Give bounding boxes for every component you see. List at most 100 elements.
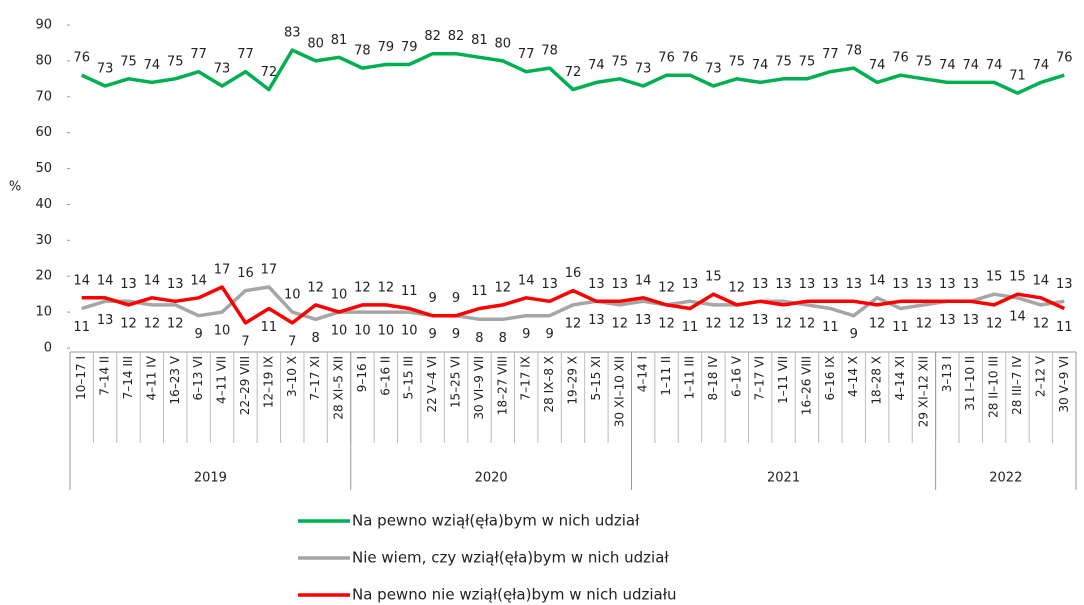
data-label: 12 [1033, 316, 1050, 331]
data-label: 12 [144, 316, 161, 331]
x-tick-label: 7–17 VI [753, 356, 767, 400]
x-tick-label: 28 IX–8 X [542, 356, 556, 413]
data-label: 76 [73, 51, 90, 66]
x-tick-label: 12–19 IX [261, 356, 275, 408]
data-label: 13 [962, 277, 979, 292]
data-label: 79 [401, 40, 418, 55]
data-label: 12 [728, 316, 745, 331]
data-label: 13 [799, 277, 816, 292]
data-label: 12 [167, 316, 184, 331]
data-label: 72 [565, 65, 582, 80]
data-label: 75 [775, 54, 792, 69]
data-label: 10 [214, 324, 231, 339]
data-label: 13 [120, 277, 137, 292]
data-label: 13 [588, 277, 605, 292]
data-label: 13 [775, 277, 792, 292]
x-tick-label: 30 XI–10 XII [612, 356, 626, 427]
data-label: 12 [378, 280, 395, 295]
legend-label: Na pewno wziął(ęła)bym w nich udział [352, 512, 640, 530]
data-label: 14 [190, 273, 207, 288]
x-group-label: 2022 [989, 471, 1022, 486]
x-tick-label: 22 V–4 VI [425, 356, 439, 413]
x-tick-label: 19–29 X [566, 356, 580, 405]
y-tick-label: 50 [35, 161, 52, 176]
x-tick-label: 31 I–10 II [963, 356, 977, 411]
data-label: 17 [214, 262, 231, 277]
data-label: 17 [261, 262, 278, 277]
legend-label: Nie wiem, czy wziął(ęła)bym w nich udzia… [352, 549, 669, 567]
data-label: 76 [682, 51, 699, 66]
data-label: 12 [658, 316, 675, 331]
x-tick-label: 7–17 IX [519, 356, 533, 400]
x-tick-label: 28 XI–5 XII [332, 356, 346, 420]
data-label: 77 [518, 47, 535, 62]
data-label: 13 [682, 277, 699, 292]
data-label: 15 [986, 270, 1003, 285]
x-tick-label: 3–10 X [285, 356, 299, 397]
x-tick-label: 5–15 III [402, 356, 416, 399]
data-label: 13 [916, 277, 933, 292]
y-tick-label: 80 [35, 53, 52, 68]
y-tick-label: 40 [35, 197, 52, 212]
x-tick-label: 1–11 II [659, 356, 673, 396]
x-tick-label: 18–27 VIII [495, 356, 509, 415]
x-tick-label: 5–15 XI [589, 356, 603, 400]
data-label: 73 [97, 62, 114, 77]
x-group-label: 2021 [767, 471, 800, 486]
data-label: 75 [120, 54, 137, 69]
data-label: 74 [1033, 58, 1050, 73]
data-label: 14 [1033, 273, 1050, 288]
data-label: 9 [428, 291, 436, 306]
x-tick-label: 6–16 II [378, 356, 392, 396]
data-label: 11 [471, 284, 488, 299]
y-axis-label: % [9, 180, 21, 195]
data-label: 81 [471, 33, 488, 48]
data-label: 80 [495, 36, 512, 51]
data-label: 11 [401, 284, 418, 299]
data-label: 7 [241, 334, 249, 349]
data-label: 11 [682, 320, 699, 335]
data-label: 13 [588, 313, 605, 328]
data-label: 13 [822, 277, 839, 292]
data-label: 74 [939, 58, 956, 73]
data-label: 14 [97, 273, 114, 288]
data-label: 13 [541, 277, 558, 292]
data-label: 11 [1056, 320, 1073, 335]
data-label: 13 [752, 277, 769, 292]
data-label: 13 [845, 277, 862, 292]
series-line [81, 285, 1065, 322]
x-tick-label: 28 III–7 IV [1010, 355, 1024, 415]
x-tick-label: 22–29 VIII [238, 356, 252, 415]
y-tick-label: 30 [35, 233, 52, 248]
data-label: 9 [545, 327, 553, 342]
x-group-label: 2020 [475, 471, 508, 486]
data-label: 81 [331, 33, 348, 48]
x-tick-label: 30 VI–9 VII [472, 356, 486, 420]
data-label: 9 [452, 291, 460, 306]
data-label: 11 [73, 320, 90, 335]
x-tick-label: 7–14 III [121, 356, 135, 399]
x-tick-label: 4–14 I [636, 356, 650, 392]
data-label: 8 [475, 331, 483, 346]
data-label: 14 [144, 273, 161, 288]
data-label: 74 [752, 58, 769, 73]
data-label: 13 [1056, 277, 1073, 292]
data-label: 12 [354, 280, 371, 295]
data-label: 14 [73, 273, 90, 288]
x-tick-label: 15–25 VI [449, 356, 463, 408]
y-tick-label: 70 [35, 89, 52, 104]
y-tick-label: 10 [35, 305, 52, 320]
data-label: 12 [775, 316, 792, 331]
x-tick-label: 30 V–9 VI [1057, 356, 1071, 413]
data-label: 12 [658, 280, 675, 295]
data-label: 74 [588, 58, 605, 73]
data-label: 12 [307, 280, 324, 295]
data-label: 12 [120, 316, 137, 331]
data-label: 76 [658, 51, 675, 66]
data-label: 75 [799, 54, 816, 69]
series-line [81, 285, 1066, 325]
data-label: 9 [195, 327, 203, 342]
y-tick-label: 60 [35, 125, 52, 140]
x-tick-label: 2–12 V [1033, 355, 1047, 397]
